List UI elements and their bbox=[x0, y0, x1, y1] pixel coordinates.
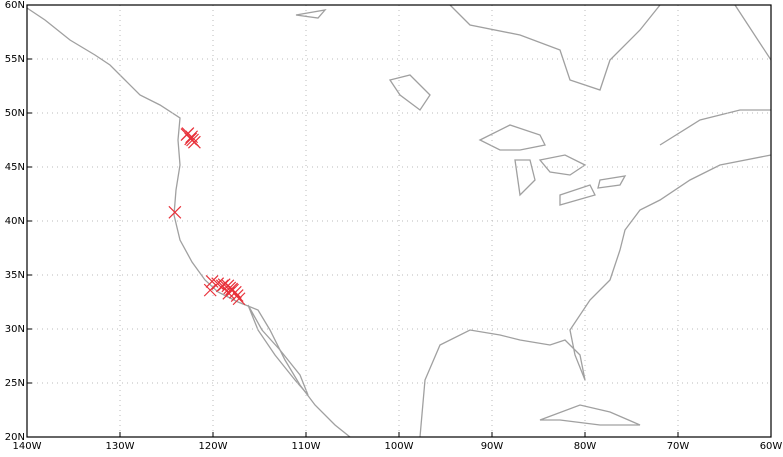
y-tick-label: 50N bbox=[5, 108, 25, 119]
y-tick-label: 55N bbox=[5, 54, 25, 65]
x-tick-label: 130W bbox=[106, 441, 135, 452]
station-marker bbox=[222, 286, 236, 300]
station-marker bbox=[230, 289, 244, 302]
station-marker bbox=[180, 128, 194, 142]
x-tick-label: 70W bbox=[667, 441, 690, 452]
points bbox=[168, 127, 246, 306]
y-tick-label: 25N bbox=[5, 378, 25, 389]
station-marker bbox=[168, 205, 182, 219]
y-tick-label: 40N bbox=[5, 216, 25, 227]
y-tick-label: 30N bbox=[5, 324, 25, 335]
coastline bbox=[295, 9, 641, 426]
y-tick-label: 20N bbox=[5, 432, 25, 443]
coastline bbox=[478, 124, 627, 206]
y-tick-label: 35N bbox=[5, 270, 25, 281]
x-tick-label: 60W bbox=[760, 441, 783, 452]
coastline bbox=[247, 304, 309, 396]
y-tick-label: 60N bbox=[5, 0, 25, 11]
coastline bbox=[449, 4, 772, 146]
x-tick-label: 100W bbox=[385, 441, 414, 452]
x-tick-label: 120W bbox=[199, 441, 228, 452]
coastline bbox=[419, 154, 772, 438]
coastline bbox=[26, 7, 351, 438]
x-tick-label: 90W bbox=[481, 441, 504, 452]
station-marker bbox=[232, 292, 246, 306]
x-tick-label: 140W bbox=[13, 441, 42, 452]
grid bbox=[26, 4, 772, 438]
x-tick-label: 80W bbox=[574, 441, 597, 452]
coastlines bbox=[26, 4, 772, 438]
axes: 140W 130W 120W 110W 100W 90W 80W 70W 60W 20N 25N 30… bbox=[5, 0, 783, 452]
station-marker bbox=[215, 279, 229, 293]
x-tick-label: 110W bbox=[292, 441, 321, 452]
y-tick-label: 45N bbox=[5, 162, 25, 173]
station-marker bbox=[203, 283, 217, 297]
